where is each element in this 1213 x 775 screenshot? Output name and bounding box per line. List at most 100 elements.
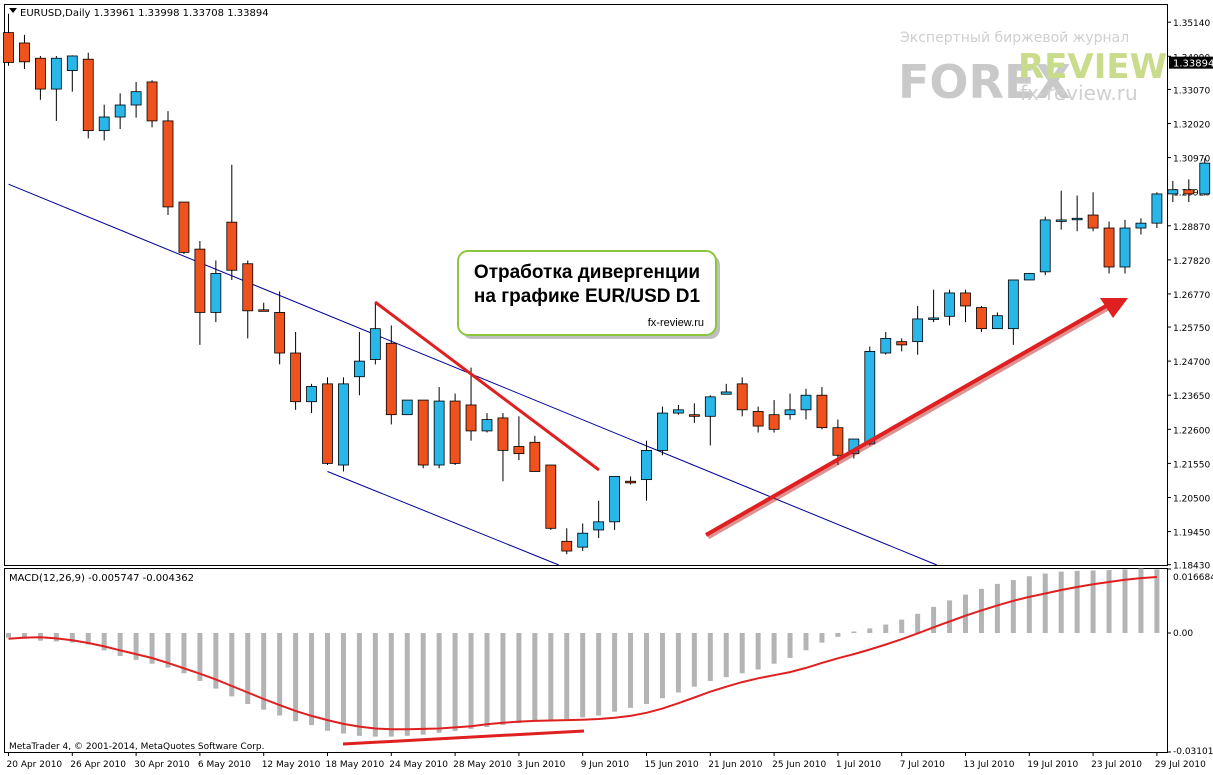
macd-bar (675, 633, 681, 693)
candle (210, 260, 222, 323)
candle (194, 241, 206, 345)
date-tick-label: 3 Jun 2010 (517, 760, 566, 770)
candle (146, 80, 158, 128)
candle-body-bull (210, 273, 222, 313)
date-tick-label: 30 Apr 2010 (134, 760, 190, 770)
macd-bar (293, 633, 299, 722)
macd-bar (69, 633, 75, 643)
candle (82, 52, 94, 139)
macd-tick-label: -0.031013 (1173, 747, 1213, 757)
candle-body-bear (274, 312, 286, 354)
candle (720, 383, 732, 395)
candle-body-bear (960, 292, 971, 307)
candle-body-bull (1199, 162, 1211, 195)
candle (513, 416, 525, 461)
price-tick-label: 1.24700 (1173, 358, 1210, 368)
candle-body-bull (992, 315, 1003, 330)
candle-body-bull (338, 383, 349, 466)
candle-body-bear (545, 464, 557, 529)
callout-url: fx-review.ru (648, 317, 704, 329)
candle-body-bull (114, 104, 126, 118)
candle (800, 388, 812, 420)
macd-bar (213, 633, 219, 689)
candle (114, 93, 126, 130)
macd-bar (867, 628, 873, 634)
candle (1199, 158, 1211, 196)
candle-body-bear (832, 427, 844, 456)
candle-body-bull (433, 400, 445, 466)
macd-bar (1138, 568, 1144, 634)
macd-bar (404, 633, 410, 736)
candle-body-bull (1007, 279, 1019, 330)
current-price-tag: 1.33894 (1169, 56, 1213, 70)
candle-body-bear (242, 263, 254, 312)
window-menu-triangle-icon[interactable] (9, 8, 17, 13)
macd-bar (165, 633, 171, 668)
candle (673, 404, 684, 415)
macd-bar (564, 633, 570, 719)
macd-tick-label: 0.00 (1173, 629, 1193, 639)
macd-bar (420, 633, 426, 735)
candle-body-bear (385, 342, 397, 416)
macd-bar (340, 633, 346, 734)
callout-title-line2: на графике EUR/USD D1 (474, 286, 701, 307)
candle-body-bull (306, 386, 317, 403)
copyright-text: MetaTrader 4, © 2001-2014, MetaQuotes So… (9, 742, 265, 752)
macd-bar (1074, 570, 1080, 634)
macd-bar (739, 633, 745, 674)
candle (3, 13, 14, 66)
candle (258, 302, 270, 312)
macd-bar (277, 633, 283, 716)
macd-bar (85, 633, 91, 645)
macd-bar (644, 633, 649, 704)
candle-body-bull (1071, 217, 1083, 221)
macd-bar (1122, 569, 1128, 634)
candle-body-bear (258, 309, 270, 312)
candle (385, 325, 397, 425)
macd-tick-label: 0.016684 (1173, 573, 1213, 583)
price-tick-label: 1.22600 (1173, 426, 1210, 436)
macd-bar (963, 594, 968, 634)
annotation-callout: Отработка дивергенции на графике EUR/USD… (457, 250, 720, 339)
candle (944, 289, 955, 326)
macd-bar (931, 606, 937, 634)
candle-body-bear (194, 248, 206, 313)
macd-bar (325, 633, 330, 731)
macd-bar (245, 633, 251, 704)
candle (561, 528, 573, 555)
candle (784, 393, 796, 420)
candle (1071, 195, 1083, 232)
candle (1167, 180, 1179, 203)
candle-body-bear (226, 221, 238, 271)
macd-bar (994, 583, 1000, 634)
candle-body-bear (497, 417, 509, 451)
candle-body-bull (657, 412, 668, 451)
price-tick-label: 1.30970 (1173, 155, 1210, 165)
candle-body-bull (353, 360, 365, 378)
candle-body-bear (322, 383, 333, 464)
macd-bar (1090, 570, 1096, 634)
macd-bar (149, 633, 155, 664)
date-tick-label: 19 Jul 2010 (1027, 760, 1078, 770)
price-tick-label: 1.23650 (1173, 392, 1210, 402)
candle-body-bull (593, 521, 605, 531)
uptrend-arrow (705, 298, 1128, 540)
date-tick-label: 13 Jul 2010 (964, 760, 1015, 770)
candle (19, 34, 30, 69)
candle (433, 387, 445, 469)
macd-bar (580, 633, 586, 718)
macd-bar (6, 633, 11, 638)
candle-body-bull (1167, 189, 1179, 195)
price-tick-label: 1.27820 (1173, 257, 1210, 267)
price-tick-label: 1.35140 (1173, 19, 1210, 29)
candle-body-bear (752, 411, 764, 427)
candle (928, 289, 939, 323)
macd-bar (436, 633, 442, 733)
candle (880, 331, 892, 355)
macd-bar (516, 633, 522, 724)
candle (912, 305, 924, 355)
candle (1103, 221, 1115, 274)
candle-body-bull (864, 350, 876, 445)
candle (992, 312, 1003, 330)
